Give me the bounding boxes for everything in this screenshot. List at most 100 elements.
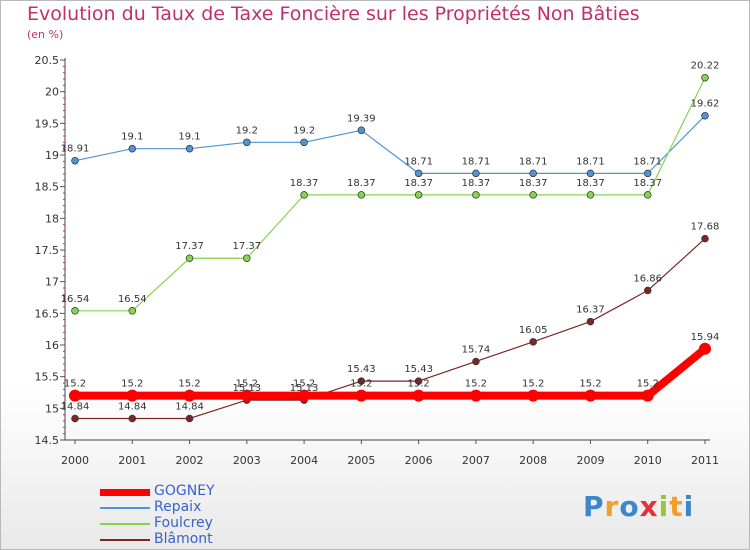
data-label: 19.2 <box>236 125 258 136</box>
logo-letter: t <box>669 490 684 523</box>
data-point-blâmont <box>71 414 79 423</box>
data-point-repaix <box>529 169 537 178</box>
x-tick-label: 2001 <box>118 454 146 467</box>
data-label: 15.2 <box>121 379 143 390</box>
legend-label: Foulcrey <box>154 515 213 531</box>
data-point-blâmont <box>414 377 423 385</box>
legend-label: Repaix <box>154 499 202 515</box>
data-point-repaix <box>243 138 251 147</box>
data-point-blâmont <box>185 414 194 423</box>
y-tick-label: 17 <box>45 276 59 289</box>
data-point-foulcrey <box>357 191 366 199</box>
data-point-foulcrey <box>128 307 137 315</box>
data-point-foulcrey <box>414 191 423 199</box>
legend-item: Blâmont <box>100 531 300 548</box>
legend-item: GOGNEY <box>100 483 300 500</box>
data-point-foulcrey <box>529 191 537 199</box>
data-point-gogney <box>412 389 425 402</box>
data-label: 16.54 <box>61 294 90 305</box>
axes: 14.5 15 15.5 16 16.5 17 17.5 18 18.5 19 19.5 20 20.5… <box>35 54 720 467</box>
data-point-foulcrey <box>185 254 194 262</box>
y-tick-label: 16 <box>45 339 59 352</box>
data-point-foulcrey <box>701 73 709 82</box>
data-label: 15.74 <box>462 344 491 355</box>
data-label: 18.71 <box>633 156 662 167</box>
data-label: 15.2 <box>522 379 544 390</box>
data-point-foulcrey <box>643 191 652 199</box>
data-label: 14.84 <box>175 401 204 412</box>
legend-swatch <box>100 507 150 509</box>
data-labels-layer: 15.2 15.2 15.2 15.2 15.2 15.2 15.2 15.2 15.2 15.2… <box>61 61 720 413</box>
data-label: 15.2 <box>408 379 430 390</box>
data-label: 15.13 <box>290 383 319 394</box>
logo-letter: i <box>683 490 695 523</box>
y-tick-label: 19.5 <box>35 117 60 130</box>
y-tick-label: 15 <box>45 402 59 415</box>
series-layer <box>69 73 711 423</box>
data-point-gogney <box>699 342 711 355</box>
data-label: 18.71 <box>462 156 491 167</box>
data-label: 15.2 <box>236 379 258 390</box>
y-tick-label: 14.5 <box>35 434 60 447</box>
y-tick-label: 20 <box>45 86 59 99</box>
y-tick-label: 15.5 <box>35 371 60 384</box>
data-label: 17.68 <box>691 222 720 233</box>
legend-item: Repaix <box>100 499 300 516</box>
data-label: 15.2 <box>465 379 487 390</box>
legend-swatch <box>100 523 150 525</box>
legend-item: Foulcrey <box>100 515 300 532</box>
data-point-gogney <box>240 389 253 402</box>
data-label: 15.2 <box>579 379 601 390</box>
logo-letter: P <box>583 490 605 523</box>
data-label: 18.37 <box>462 178 491 189</box>
data-point-gogney <box>298 389 311 402</box>
legend-swatch <box>100 489 150 496</box>
x-tick-label: 2000 <box>61 454 89 467</box>
data-point-foulcrey <box>300 191 308 199</box>
data-point-blâmont <box>472 357 480 366</box>
x-tick-label: 2010 <box>634 454 662 467</box>
y-tick-label: 16.5 <box>35 307 60 320</box>
data-label: 18.71 <box>519 156 548 167</box>
data-point-foulcrey <box>71 307 79 315</box>
data-point-gogney <box>355 389 368 402</box>
data-point-gogney <box>641 389 654 402</box>
data-point-repaix <box>185 144 194 153</box>
data-point-blâmont <box>643 286 652 295</box>
data-label: 15.43 <box>347 364 376 375</box>
data-label: 15.2 <box>350 379 372 390</box>
data-label: 18.71 <box>576 156 605 167</box>
data-point-repaix <box>701 111 709 120</box>
x-tick-label: 2008 <box>519 454 547 467</box>
data-label: 18.71 <box>404 156 433 167</box>
data-label: 17.37 <box>232 241 261 252</box>
x-tick-label: 2003 <box>233 454 261 467</box>
logo-letter: x <box>639 490 659 523</box>
data-label: 16.05 <box>519 325 548 336</box>
data-point-gogney <box>584 389 597 402</box>
legend-label: GOGNEY <box>154 483 215 499</box>
data-point-repaix <box>71 156 79 165</box>
data-label: 19.1 <box>121 132 143 143</box>
data-point-blâmont <box>128 414 137 423</box>
x-tick-label: 2009 <box>576 454 604 467</box>
series-line-repaix <box>74 115 706 174</box>
data-label: 18.37 <box>519 178 548 189</box>
y-tick-label: 17.5 <box>35 244 60 257</box>
data-label: 14.84 <box>61 401 90 412</box>
series-line-foulcrey <box>75 77 706 312</box>
data-label: 15.2 <box>293 379 315 390</box>
y-tick-label: 20.5 <box>35 54 60 67</box>
data-label: 15.43 <box>404 364 433 375</box>
data-label: 20.22 <box>691 61 720 72</box>
y-unit-label: (en %) <box>27 28 64 41</box>
data-label: 15.2 <box>637 379 659 390</box>
data-label: 15.13 <box>232 383 261 394</box>
data-point-gogney <box>183 389 196 402</box>
logo-letter: r <box>604 490 620 523</box>
chart-title: Evolution du Taux de Taxe Foncière sur l… <box>27 3 640 25</box>
y-tick-label: 18.5 <box>35 181 60 194</box>
data-label: 18.37 <box>633 178 662 189</box>
data-label: 19.2 <box>293 125 315 136</box>
